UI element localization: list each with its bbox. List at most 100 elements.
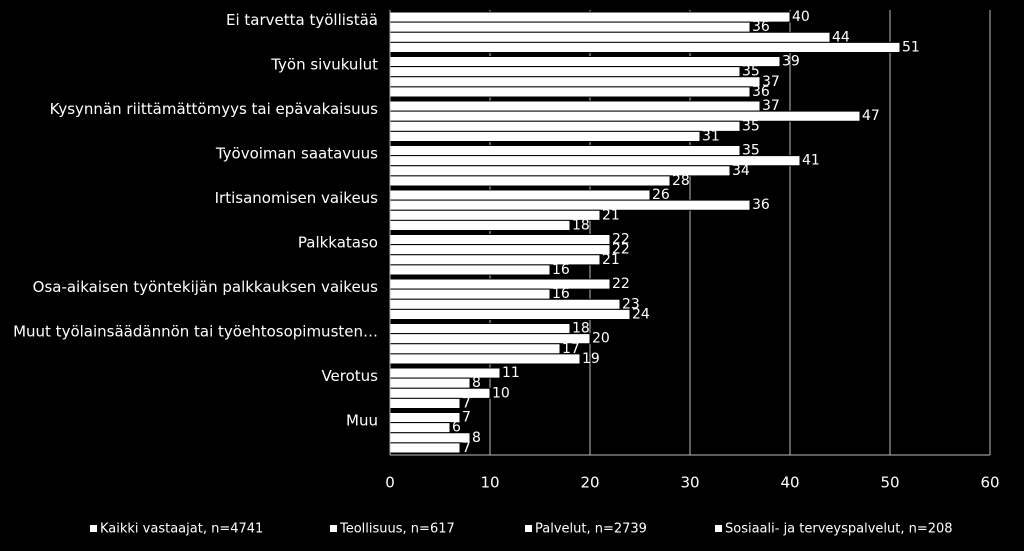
bar bbox=[389, 397, 461, 409]
value-label: 37 bbox=[762, 98, 780, 114]
value-label: 34 bbox=[732, 163, 750, 179]
bar bbox=[389, 422, 451, 434]
y-tick-label: Työvoiman saatavuus bbox=[215, 144, 378, 162]
value-label: 37 bbox=[762, 74, 780, 90]
bar bbox=[389, 264, 551, 276]
value-label: 40 bbox=[792, 9, 810, 25]
bar bbox=[389, 288, 551, 300]
bar bbox=[389, 189, 651, 201]
legend-label: Kaikki vastaajat, n=4741 bbox=[100, 522, 263, 537]
y-tick-label: Verotus bbox=[321, 367, 378, 385]
bar bbox=[389, 377, 471, 389]
y-tick-label: Muut työlainsäädännön tai työehtosopimus… bbox=[13, 322, 378, 340]
value-label: 18 bbox=[572, 321, 590, 337]
value-label: 7 bbox=[462, 410, 471, 426]
value-label: 44 bbox=[832, 29, 850, 45]
bar bbox=[389, 86, 751, 98]
legend-marker bbox=[90, 525, 97, 532]
value-label: 10 bbox=[492, 385, 510, 401]
value-label: 22 bbox=[612, 276, 630, 292]
bar bbox=[389, 31, 831, 43]
value-label: 21 bbox=[602, 207, 620, 223]
value-label: 28 bbox=[672, 173, 690, 189]
bar bbox=[389, 219, 571, 231]
bar bbox=[389, 199, 751, 211]
x-tick-label: 30 bbox=[680, 474, 699, 492]
value-label: 41 bbox=[802, 153, 820, 169]
legend-marker bbox=[715, 525, 722, 532]
bar bbox=[389, 387, 491, 399]
legend-marker bbox=[330, 525, 337, 532]
x-tick-label: 10 bbox=[480, 474, 499, 492]
bar bbox=[389, 120, 741, 132]
x-tick-label: 0 bbox=[385, 474, 395, 492]
value-label: 51 bbox=[902, 39, 920, 55]
bar bbox=[389, 432, 471, 444]
y-tick-label: Irtisanomisen vaikeus bbox=[215, 189, 379, 207]
bar bbox=[389, 41, 901, 53]
bar bbox=[389, 209, 601, 221]
value-label: 16 bbox=[552, 286, 570, 302]
bar bbox=[389, 244, 611, 256]
bar bbox=[389, 367, 501, 379]
y-tick-label: Palkkataso bbox=[298, 233, 378, 251]
value-label: 8 bbox=[472, 430, 481, 446]
value-label: 19 bbox=[582, 351, 600, 367]
value-label: 36 bbox=[752, 197, 770, 213]
value-label: 16 bbox=[552, 262, 570, 278]
legend-label: Palvelut, n=2739 bbox=[535, 522, 647, 537]
x-tick-label: 50 bbox=[880, 474, 899, 492]
x-tick-label: 20 bbox=[580, 474, 599, 492]
legend-marker bbox=[525, 525, 532, 532]
value-label: 6 bbox=[452, 420, 461, 436]
bar bbox=[389, 442, 461, 454]
bar bbox=[389, 353, 581, 365]
bar bbox=[389, 308, 631, 320]
value-label: 18 bbox=[572, 217, 590, 233]
value-label: 17 bbox=[562, 341, 580, 357]
value-label: 31 bbox=[702, 128, 720, 144]
bar bbox=[389, 175, 671, 187]
value-label: 11 bbox=[502, 365, 520, 381]
bar bbox=[389, 412, 461, 424]
y-tick-label: Ei tarvetta työllistää bbox=[226, 11, 378, 29]
y-tick-label: Kysynnän riittämättömyys tai epävakaisuu… bbox=[50, 100, 379, 118]
bar bbox=[389, 278, 611, 290]
bar bbox=[389, 323, 571, 335]
bar bbox=[389, 333, 591, 345]
value-label: 21 bbox=[602, 252, 620, 268]
value-label: 35 bbox=[742, 143, 760, 159]
legend-label: Teollisuus, n=617 bbox=[339, 522, 455, 537]
value-label: 20 bbox=[592, 331, 610, 347]
value-label: 35 bbox=[742, 64, 760, 80]
value-label: 39 bbox=[782, 54, 800, 70]
bar bbox=[389, 100, 761, 112]
x-tick-label: 60 bbox=[980, 474, 999, 492]
value-label: 22 bbox=[612, 242, 630, 258]
bar bbox=[389, 298, 621, 310]
value-label: 24 bbox=[632, 306, 650, 322]
x-tick-label: 40 bbox=[780, 474, 799, 492]
y-tick-label: Muu bbox=[346, 411, 378, 429]
value-label: 22 bbox=[612, 232, 630, 248]
y-tick-label: Osa-aikaisen työntekijän palkkauksen vai… bbox=[33, 278, 379, 296]
legend-label: Sosiaali- ja terveyspalvelut, n=208 bbox=[725, 522, 953, 537]
bar bbox=[389, 21, 751, 33]
bar bbox=[389, 145, 741, 157]
bar bbox=[389, 234, 611, 246]
y-tick-label: Työn sivukulut bbox=[270, 55, 378, 73]
value-label: 35 bbox=[742, 118, 760, 134]
bar bbox=[389, 66, 741, 78]
bar bbox=[389, 76, 761, 88]
value-label: 36 bbox=[752, 84, 770, 100]
bar bbox=[389, 56, 781, 68]
value-label: 8 bbox=[472, 375, 481, 391]
value-label: 23 bbox=[622, 296, 640, 312]
bar bbox=[389, 110, 861, 122]
value-label: 36 bbox=[752, 19, 770, 35]
value-label: 7 bbox=[462, 395, 471, 411]
bar bbox=[389, 130, 701, 142]
value-label: 26 bbox=[652, 187, 670, 203]
